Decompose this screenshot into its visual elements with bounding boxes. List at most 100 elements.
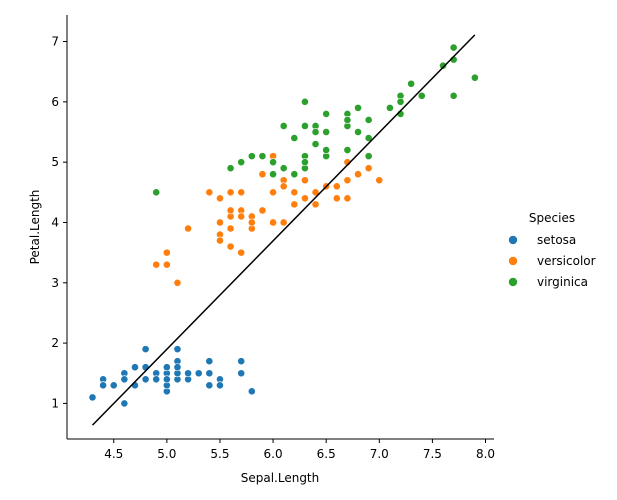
x-axis-label: Sepal.Length <box>241 471 320 485</box>
data-point-virginica <box>364 116 373 124</box>
data-point-versicolor <box>237 188 246 197</box>
x-tick-label: 4.5 <box>104 447 123 461</box>
fit-line <box>91 34 476 426</box>
data-point-setosa <box>99 381 108 390</box>
data-point-virginica <box>152 188 161 197</box>
data-point-setosa <box>88 393 97 402</box>
data-point-versicolor <box>237 248 246 257</box>
legend-items: setosa versicolor virginica <box>508 233 596 289</box>
y-tick-label: 5 <box>51 155 59 169</box>
data-point-virginica <box>226 164 235 173</box>
data-point-versicolor <box>173 278 182 287</box>
data-point-virginica <box>322 146 331 154</box>
data-point-virginica <box>301 122 309 130</box>
data-point-setosa <box>109 381 118 390</box>
x-tick-label: 5.5 <box>210 447 229 461</box>
x-tick-label: 8.0 <box>476 447 495 461</box>
data-point-versicolor <box>375 176 384 185</box>
data-point-versicolor <box>279 218 288 227</box>
data-point-virginica <box>322 128 331 136</box>
data-point-virginica <box>396 97 405 106</box>
data-point-versicolor <box>290 188 299 197</box>
y-tick-label: 3 <box>51 276 59 290</box>
plot-area <box>88 34 479 426</box>
data-point-versicolor <box>343 194 352 203</box>
data-point-virginica <box>470 73 479 82</box>
data-point-setosa <box>141 375 150 384</box>
data-point-setosa <box>173 345 182 354</box>
data-point-virginica <box>237 158 246 167</box>
data-point-setosa <box>141 345 150 354</box>
x-tick-label: 5.0 <box>157 447 176 461</box>
data-point-setosa <box>152 375 161 384</box>
data-point-virginica <box>364 134 373 142</box>
data-point-setosa <box>216 381 224 390</box>
legend: Species setosa versicolor virginica <box>508 211 596 289</box>
data-point-versicolor <box>216 194 224 203</box>
data-point-setosa <box>141 363 150 372</box>
data-point-setosa <box>184 369 192 378</box>
data-point-virginica <box>301 97 309 106</box>
x-tick-label: 7.5 <box>423 447 442 461</box>
y-axis-label: Petal.Length <box>28 190 42 265</box>
data-point-virginica <box>247 152 256 161</box>
fit-line-layer <box>91 34 476 426</box>
data-point-virginica <box>417 91 426 100</box>
data-point-versicolor <box>301 176 309 185</box>
data-point-versicolor <box>332 182 341 191</box>
data-point-virginica <box>279 122 288 130</box>
data-point-versicolor <box>152 260 161 269</box>
data-point-virginica <box>290 134 299 142</box>
x-ticks: 4.5 5.0 5.5 6.0 6.5 7.0 7.5 8.0 <box>104 439 495 461</box>
data-point-virginica <box>322 110 331 118</box>
data-point-setosa <box>162 363 171 372</box>
y-tick-label: 2 <box>51 336 59 350</box>
data-point-virginica <box>269 158 277 167</box>
data-point-versicolor <box>247 218 256 227</box>
data-point-virginica <box>258 152 267 161</box>
data-point-setosa <box>162 375 171 384</box>
data-point-virginica <box>439 61 447 70</box>
data-point-virginica <box>343 146 352 154</box>
data-point-versicolor <box>364 164 373 173</box>
data-point-versicolor <box>290 200 299 209</box>
legend-title: Species <box>529 211 575 225</box>
data-point-versicolor <box>226 206 235 215</box>
y-tick-label: 4 <box>51 215 59 229</box>
data-point-versicolor <box>258 206 267 215</box>
data-point-setosa <box>120 399 129 408</box>
data-point-versicolor <box>226 242 235 251</box>
data-point-setosa <box>173 363 182 372</box>
data-point-setosa <box>131 363 139 372</box>
data-point-versicolor <box>226 224 235 233</box>
data-point-setosa <box>205 369 214 378</box>
legend-marker-versicolor <box>508 256 518 266</box>
legend-label-setosa: setosa <box>537 233 576 247</box>
data-point-virginica <box>279 164 288 173</box>
x-tick-label: 7.0 <box>370 447 389 461</box>
data-point-versicolor <box>184 224 192 233</box>
data-point-versicolor <box>226 188 235 197</box>
data-point-virginica <box>386 103 394 112</box>
legend-label-versicolor: versicolor <box>537 254 596 268</box>
data-point-versicolor <box>237 212 246 221</box>
data-point-versicolor <box>343 176 352 185</box>
legend-marker-setosa <box>508 235 518 245</box>
data-point-versicolor <box>311 200 320 209</box>
data-point-versicolor <box>269 218 277 227</box>
data-point-versicolor <box>258 170 267 179</box>
y-tick-label: 6 <box>51 95 59 109</box>
y-tick-label: 1 <box>51 396 59 410</box>
data-point-virginica <box>354 128 362 136</box>
data-point-setosa <box>247 387 256 396</box>
data-point-setosa <box>194 369 203 378</box>
y-tick-label: 7 <box>51 35 59 49</box>
data-point-versicolor <box>162 248 171 257</box>
data-point-virginica <box>311 128 320 136</box>
legend-marker-virginica <box>508 277 518 287</box>
data-point-versicolor <box>205 188 214 197</box>
data-point-setosa <box>237 357 246 366</box>
data-point-virginica <box>449 43 458 52</box>
y-ticks: 1 2 3 4 5 6 7 <box>51 35 67 410</box>
